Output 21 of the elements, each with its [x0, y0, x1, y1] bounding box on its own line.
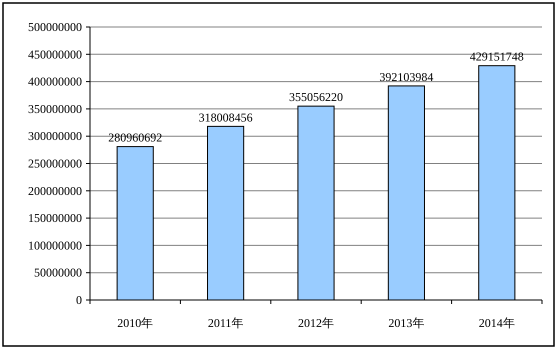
x-tick-label: 2012年 [298, 316, 334, 330]
y-tick-label: 300000000 [28, 129, 82, 144]
y-tick-label: 500000000 [28, 20, 82, 34]
data-label: 280960692 [108, 130, 162, 145]
data-label: 392103984 [379, 70, 434, 84]
data-label: 429151748 [470, 50, 524, 64]
x-tick-label: 2011年 [208, 316, 244, 330]
data-label: 318008456 [198, 110, 253, 124]
y-tick-label: 400000000 [28, 74, 82, 89]
y-tick-label: 100000000 [28, 238, 82, 252]
x-tick-label: 2013年 [388, 316, 424, 330]
y-tick-label: 200000000 [28, 184, 82, 198]
x-tick-label: 2010年 [117, 316, 154, 330]
y-tick-label: 0 [76, 293, 82, 307]
data-label: 355056220 [289, 90, 343, 104]
x-tick-label: 2014年 [478, 316, 515, 330]
y-tick-label: 450000000 [28, 47, 82, 62]
y-tick-label: 250000000 [28, 156, 82, 170]
y-tick-label: 350000000 [28, 102, 82, 116]
y-tick-label: 50000000 [34, 266, 82, 280]
y-tick-label: 150000000 [28, 211, 82, 226]
